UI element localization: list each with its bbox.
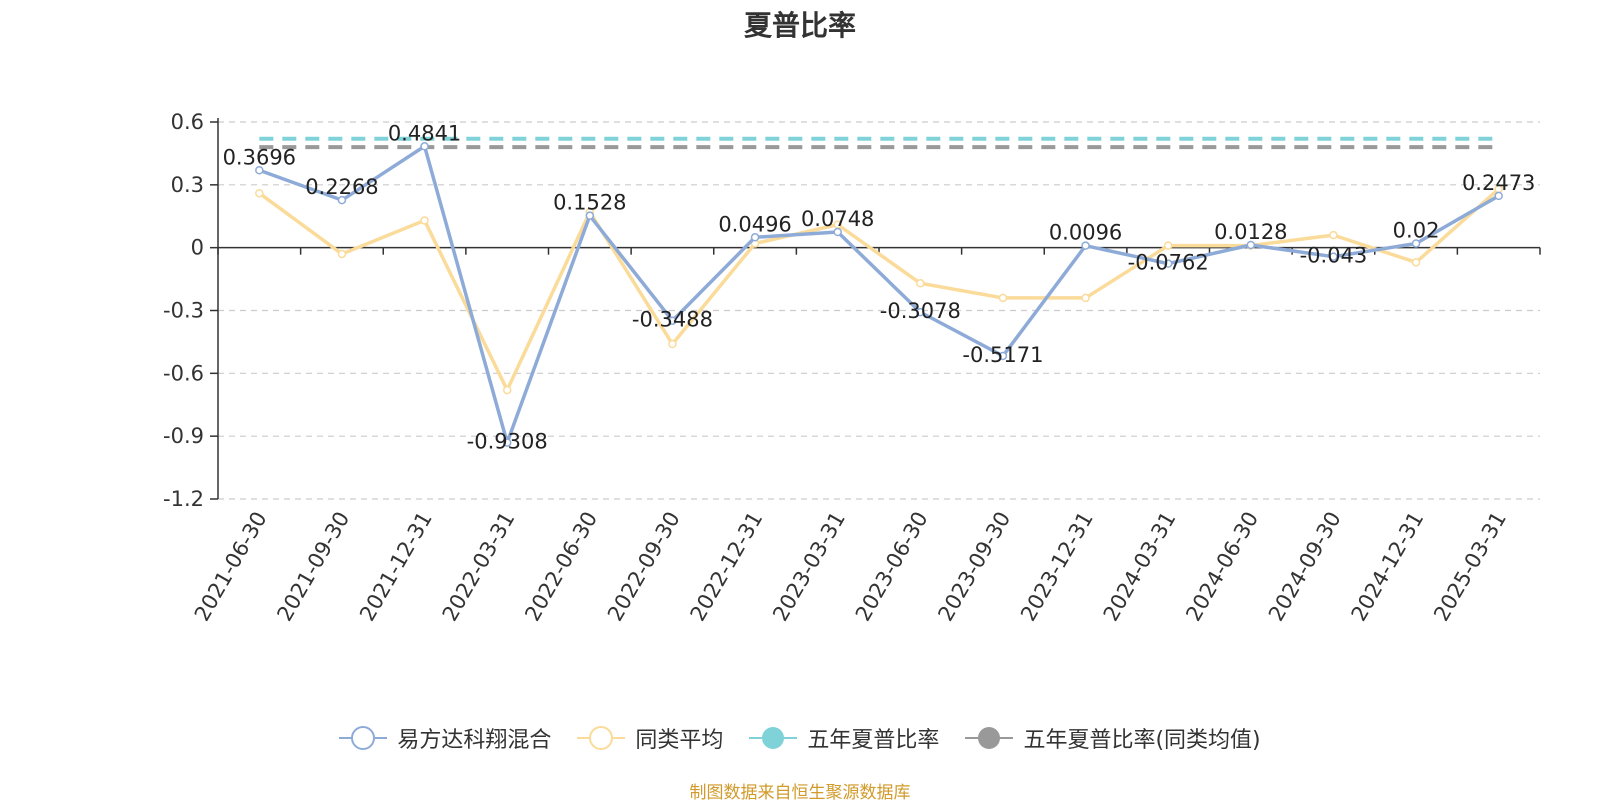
fund-data-point bbox=[750, 233, 760, 242]
fund-data-point bbox=[998, 351, 1008, 361]
fund-data-label: 0.0496 bbox=[718, 212, 791, 236]
fund-data-label: 0.1528 bbox=[553, 191, 626, 215]
peer-average-data-point bbox=[668, 339, 677, 349]
x-tick-label: 2022-09-30 bbox=[603, 508, 685, 626]
x-tick-label: 2024-03-31 bbox=[1099, 508, 1181, 626]
fund-data-point bbox=[1411, 239, 1421, 248]
fund-data-label: 0.0748 bbox=[801, 207, 874, 231]
peer-average-data-point bbox=[1163, 241, 1173, 250]
fund-data-point bbox=[833, 227, 842, 237]
fund-series-line bbox=[258, 144, 1500, 445]
x-tick-label: 2021-12-31 bbox=[355, 508, 437, 626]
fund-data-label: -0.043 bbox=[1300, 244, 1368, 268]
x-tick-label: 2021-06-30 bbox=[190, 508, 272, 626]
fund-data-point bbox=[916, 307, 925, 317]
peer-average-data-point bbox=[998, 293, 1008, 303]
fund-data-point bbox=[502, 438, 512, 447]
fund-data-label: -0.3078 bbox=[880, 299, 961, 323]
fund-data-point bbox=[668, 316, 677, 325]
fund-data-point bbox=[585, 211, 595, 220]
x-tick-label: 2022-03-31 bbox=[438, 508, 520, 626]
fund-data-point bbox=[420, 142, 429, 151]
fund-data-point bbox=[337, 195, 347, 205]
source-note: 制图数据来自恒生聚源数据库 bbox=[689, 783, 911, 803]
legend: 易方达科翔混合 同类平均 五年夏普比率 五年夏普比率(同类均值) bbox=[0, 722, 1600, 754]
fund-data-label: -0.0762 bbox=[1128, 251, 1209, 275]
y-tick-label: -0.3 bbox=[163, 299, 204, 323]
legend-label-five-year-sharpe: 五年夏普比率 bbox=[807, 728, 940, 753]
x-tick-label: 2023-12-31 bbox=[1016, 508, 1098, 626]
y-tick-label: 0.6 bbox=[171, 110, 204, 134]
peer-average-data-point bbox=[255, 188, 264, 198]
y-tick-label: -0.6 bbox=[163, 361, 204, 385]
x-tick-label: 2024-06-30 bbox=[1181, 508, 1263, 626]
chart-title: 夏普比率 bbox=[743, 9, 856, 42]
peer-average-data-point bbox=[1329, 230, 1338, 240]
fund-data-point bbox=[1163, 259, 1173, 268]
legend-marker-hollow-circle-icon bbox=[339, 726, 388, 750]
x-tick-label: 2025-03-31 bbox=[1429, 508, 1511, 626]
legend-marker-filled-circle-icon bbox=[749, 727, 798, 749]
legend-item-fund[interactable]: 易方达科翔混合 bbox=[339, 722, 551, 754]
legend-item-five-year-sharpe-peer[interactable]: 五年夏普比率(同类均值) bbox=[965, 722, 1261, 754]
legend-item-five-year-sharpe[interactable]: 五年夏普比率 bbox=[749, 722, 939, 754]
peer-average-data-point bbox=[916, 279, 925, 288]
fund-data-label: 0.2473 bbox=[1462, 171, 1535, 195]
peer-average-data-point bbox=[337, 249, 347, 259]
y-tick-label: -0.9 bbox=[163, 424, 204, 448]
y-tick-label: 0.3 bbox=[171, 173, 204, 197]
legend-marker-filled-circle-icon bbox=[965, 727, 1014, 749]
x-tick-label: 2023-09-30 bbox=[933, 508, 1015, 626]
fund-data-point bbox=[1081, 241, 1090, 250]
legend-label-fund: 易方达科翔混合 bbox=[397, 728, 552, 753]
x-tick-label: 2021-09-30 bbox=[272, 508, 354, 626]
x-tick-label: 2024-09-30 bbox=[1264, 508, 1346, 626]
fund-data-label: -0.9308 bbox=[467, 430, 548, 454]
fund-data-label: 0.4841 bbox=[388, 121, 461, 145]
fund-data-label: -0.3488 bbox=[632, 308, 713, 332]
peer-average-data-point bbox=[502, 385, 512, 395]
x-tick-label: 2022-06-30 bbox=[520, 508, 602, 626]
fund-data-point bbox=[1246, 240, 1256, 250]
peer-average-data-point bbox=[420, 216, 429, 225]
fund-data-point bbox=[1494, 191, 1503, 201]
peer-average-data-point bbox=[1411, 258, 1421, 267]
fund-data-point bbox=[255, 166, 264, 175]
fund-data-label: 0.0096 bbox=[1049, 221, 1122, 245]
fund-data-label: 0.3696 bbox=[223, 145, 296, 169]
fund-data-label: 0.02 bbox=[1393, 218, 1440, 242]
x-tick-label: 2023-03-31 bbox=[768, 508, 850, 626]
peer-average-data-point bbox=[1081, 293, 1090, 303]
x-tick-label: 2024-12-31 bbox=[1347, 508, 1429, 626]
x-tick-label: 2022-12-31 bbox=[686, 508, 768, 626]
fund-data-label: 0.2268 bbox=[305, 175, 378, 199]
fund-data-point bbox=[1329, 252, 1338, 261]
fund-data-label: 0.0128 bbox=[1214, 220, 1287, 244]
y-tick-label: 0 bbox=[191, 236, 204, 260]
legend-label-peer-average: 同类平均 bbox=[635, 728, 724, 753]
x-tick-label: 2023-06-30 bbox=[851, 508, 933, 626]
legend-label-five-year-sharpe-peer: 五年夏普比率(同类均值) bbox=[1023, 728, 1261, 753]
peer-average-series-line bbox=[258, 187, 1500, 392]
legend-marker-hollow-circle-icon bbox=[577, 726, 626, 750]
fund-data-label: -0.5171 bbox=[962, 343, 1043, 367]
y-tick-label: -1.2 bbox=[163, 487, 204, 511]
legend-item-peer-average[interactable]: 同类平均 bbox=[577, 722, 723, 754]
